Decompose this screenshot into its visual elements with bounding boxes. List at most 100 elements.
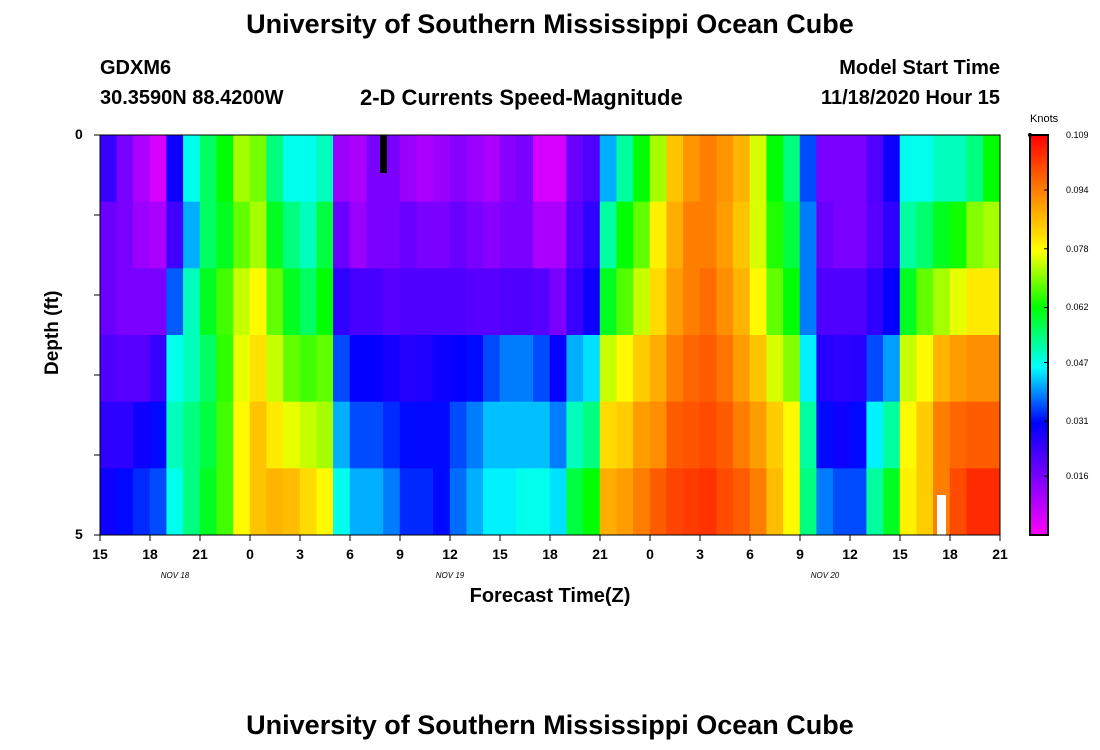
- heatmap-cell: [633, 468, 651, 536]
- heatmap-cell: [333, 468, 351, 536]
- x-tick-label: 15: [492, 546, 508, 562]
- colorbar-tick-label: 0.078: [1066, 243, 1089, 254]
- heatmap-cell: [816, 468, 834, 536]
- heatmap-cell: [449, 268, 467, 336]
- heatmap-cell: [849, 401, 867, 469]
- heatmap-cell: [616, 201, 634, 269]
- heatmap-cell: [133, 135, 151, 203]
- heatmap-cell: [299, 468, 317, 536]
- heatmap-cell: [449, 135, 467, 203]
- station-coords: 30.3590N 88.4200W: [100, 87, 284, 109]
- heatmap-cell: [399, 268, 417, 336]
- x-tick-label: 21: [592, 546, 608, 562]
- heatmap-cell: [249, 268, 267, 336]
- x-tick-label: 0: [246, 546, 254, 562]
- heatmap-cell: [599, 468, 617, 536]
- colorbar-tick-label: 0.016: [1066, 471, 1089, 482]
- heatmap-cell: [183, 468, 201, 536]
- heatmap-cell: [583, 268, 601, 336]
- heatmap-cell: [633, 335, 651, 403]
- heatmap-cell: [666, 335, 684, 403]
- heatmap-cell: [899, 268, 917, 336]
- heatmap-cell: [349, 335, 367, 403]
- heatmap-cell: [216, 335, 234, 403]
- heatmap-cell: [299, 201, 317, 269]
- heatmap-cell: [116, 335, 134, 403]
- heatmap-cell: [499, 135, 517, 203]
- heatmap-cell: [233, 135, 251, 203]
- heatmap-cell: [749, 401, 767, 469]
- heatmap-cell: [299, 335, 317, 403]
- heatmap-cell: [966, 135, 984, 203]
- heatmap-cell: [333, 135, 351, 203]
- date-label: NOV 18: [160, 571, 190, 580]
- heatmap-cell: [583, 335, 601, 403]
- x-tick-label: 18: [942, 546, 958, 562]
- heatmap-cell: [766, 468, 784, 536]
- heatmap-cell: [366, 268, 384, 336]
- heatmap-cell: [616, 401, 634, 469]
- heatmap-cell: [116, 401, 134, 469]
- heatmap-cell: [216, 201, 234, 269]
- heatmap-cell: [933, 335, 951, 403]
- heatmap-cell: [383, 468, 401, 536]
- heatmap-cell: [399, 135, 417, 203]
- heatmap-cell: [566, 401, 584, 469]
- heatmap-cell: [366, 335, 384, 403]
- heatmap-cell: [899, 201, 917, 269]
- heatmap-cell: [349, 401, 367, 469]
- heatmap-cell: [733, 268, 751, 336]
- heatmap-cell: [749, 201, 767, 269]
- heatmap-cell: [449, 468, 467, 536]
- heatmap-cell: [383, 135, 401, 203]
- heatmap-cell: [749, 468, 767, 536]
- heatmap-cell: [266, 401, 284, 469]
- heatmap-cell: [499, 201, 517, 269]
- heatmap-cell: [949, 201, 967, 269]
- heatmap-cell: [99, 135, 117, 203]
- heatmap-cell: [283, 335, 301, 403]
- heatmap-cell: [949, 268, 967, 336]
- heatmap-cell: [166, 135, 184, 203]
- heatmap-cell: [183, 401, 201, 469]
- heatmap-cell: [649, 468, 667, 536]
- heatmap-cell: [783, 401, 801, 469]
- axis-ticks: [94, 134, 1001, 541]
- x-tick-label: 3: [696, 546, 704, 562]
- heatmap-cell: [866, 401, 884, 469]
- heatmap-cell: [216, 468, 234, 536]
- heatmap-cell: [499, 401, 517, 469]
- heatmap-cell: [633, 201, 651, 269]
- heatmap-cell: [949, 335, 967, 403]
- heatmap-cell: [866, 468, 884, 536]
- heatmap-cell: [199, 401, 217, 469]
- heatmap-cell: [549, 335, 567, 403]
- heatmap-cell: [316, 468, 334, 536]
- heatmap-cell: [849, 135, 867, 203]
- heatmap-cell: [349, 468, 367, 536]
- heatmap-cell: [316, 401, 334, 469]
- heatmap-cell: [383, 335, 401, 403]
- heatmap-cell: [216, 135, 234, 203]
- heatmap-cell: [333, 268, 351, 336]
- heatmap-cell: [833, 335, 851, 403]
- heatmap-cell: [733, 468, 751, 536]
- heatmap-cell: [816, 201, 834, 269]
- heatmap-cell: [199, 468, 217, 536]
- heatmap-cell: [749, 335, 767, 403]
- heatmap-cell: [533, 201, 551, 269]
- heatmap-cell: [483, 268, 501, 336]
- heatmap-cell: [499, 268, 517, 336]
- heatmap-cell: [233, 401, 251, 469]
- heatmap-cell: [933, 268, 951, 336]
- heatmap-cell: [683, 401, 701, 469]
- heatmap-cell: [666, 468, 684, 536]
- x-tick-label: 18: [542, 546, 558, 562]
- heatmap-cell: [949, 135, 967, 203]
- heatmap-cell: [566, 135, 584, 203]
- heatmap-cell: [399, 201, 417, 269]
- heatmap-cell: [833, 268, 851, 336]
- heatmap-cell: [333, 401, 351, 469]
- x-tick-label: 21: [192, 546, 208, 562]
